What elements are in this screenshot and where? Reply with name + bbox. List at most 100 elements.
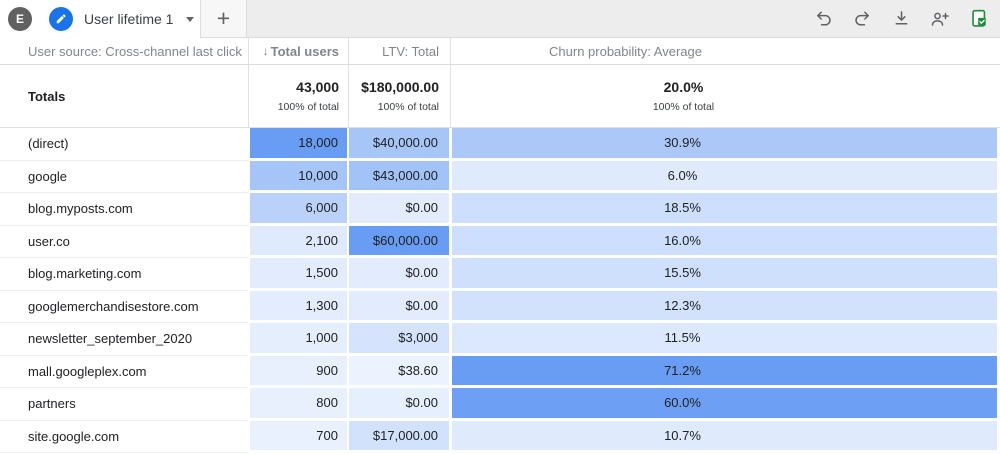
column-header-user-source[interactable]: User source: Cross-channel last click	[28, 43, 242, 59]
users-cell-wrap: 900	[248, 355, 348, 389]
ltv-cell[interactable]: $0.00	[349, 193, 449, 223]
sort-descending-icon: ↓	[262, 44, 269, 58]
users-cell-wrap: 1,300	[248, 290, 348, 324]
users-cell-wrap: 2,100	[248, 225, 348, 259]
totals-churn-subtext: 100% of total	[652, 101, 715, 113]
churn-cell[interactable]: 12.3%	[452, 290, 997, 320]
column-header-ltv-total[interactable]: LTV: Total	[348, 38, 450, 64]
table-row: partners 800 $0.00 60.0%	[0, 388, 1000, 421]
totals-users-subtext: 100% of total	[277, 101, 339, 113]
add-user-icon	[931, 12, 949, 26]
churn-cell-wrap: 71.2%	[450, 355, 1000, 389]
ltv-cell[interactable]: $3,000	[349, 323, 449, 353]
source-cell[interactable]: blog.marketing.com	[0, 258, 248, 291]
export-sheets-icon	[971, 9, 986, 27]
churn-cell-wrap: 12.3%	[450, 290, 1000, 324]
source-cell[interactable]: site.google.com	[0, 421, 248, 453]
users-cell[interactable]: 700	[250, 420, 347, 450]
export-sheets-button[interactable]	[968, 8, 990, 30]
ltv-cell-wrap: $40,000.00	[348, 128, 450, 161]
users-cell[interactable]: 10,000	[250, 160, 347, 190]
totals-ltv-subtext: 100% of total	[377, 101, 439, 113]
users-cell-wrap: 700	[248, 420, 348, 454]
totals-ltv-value: $180,000.00	[361, 79, 439, 95]
ltv-cell[interactable]: $17,000.00	[349, 420, 449, 450]
chevron-down-icon[interactable]	[186, 16, 195, 22]
users-cell-wrap: 800	[248, 388, 348, 421]
users-cell[interactable]: 2,100	[250, 225, 347, 255]
download-icon	[895, 11, 907, 25]
users-cell[interactable]: 6,000	[250, 193, 347, 223]
churn-cell[interactable]: 18.5%	[452, 193, 997, 223]
table-row: blog.myposts.com 6,000 $0.00 18.5%	[0, 193, 1000, 226]
churn-cell-wrap: 11.5%	[450, 323, 1000, 356]
source-cell[interactable]: blog.myposts.com	[0, 193, 248, 226]
table-row: user.co 2,100 $60,000.00 16.0%	[0, 225, 1000, 259]
share-users-button[interactable]	[929, 8, 951, 30]
churn-cell[interactable]: 30.9%	[452, 128, 997, 158]
users-cell[interactable]: 1,300	[250, 290, 347, 320]
table-row: google 10,000 $43,000.00 6.0%	[0, 160, 1000, 194]
ltv-cell[interactable]: $40,000.00	[349, 128, 449, 158]
churn-cell[interactable]: 60.0%	[452, 388, 997, 418]
totals-label: Totals	[28, 88, 66, 104]
redo-icon	[854, 11, 869, 26]
users-cell-wrap: 1,000	[248, 323, 348, 356]
redo-button[interactable]	[851, 8, 873, 30]
ltv-cell[interactable]: $0.00	[349, 258, 449, 288]
users-cell[interactable]: 18,000	[250, 128, 347, 158]
totals-ltv-cell: $180,000.00 100% of total	[348, 65, 450, 127]
ltv-cell[interactable]: $0.00	[349, 388, 449, 418]
source-cell[interactable]: partners	[0, 388, 248, 421]
users-cell[interactable]: 800	[250, 388, 347, 418]
pencil-icon	[56, 14, 66, 24]
churn-cell[interactable]: 16.0%	[452, 225, 997, 255]
edit-icon	[49, 7, 73, 31]
ltv-cell[interactable]: $0.00	[349, 290, 449, 320]
table-row: mall.googleplex.com 900 $38.60 71.2%	[0, 355, 1000, 389]
totals-users-cell: 43,000 100% of total	[248, 65, 348, 127]
column-header-total-users[interactable]: ↓ Total users	[248, 38, 348, 64]
users-cell-wrap: 18,000	[248, 128, 348, 161]
source-cell[interactable]: mall.googleplex.com	[0, 356, 248, 388]
churn-cell[interactable]: 6.0%	[452, 160, 997, 190]
churn-cell-wrap: 16.0%	[450, 225, 1000, 259]
churn-cell[interactable]: 15.5%	[452, 258, 997, 288]
users-cell-wrap: 6,000	[248, 193, 348, 226]
users-cell[interactable]: 1,000	[250, 323, 347, 353]
ltv-cell[interactable]: $60,000.00	[349, 225, 449, 255]
source-cell[interactable]: googlemerchandisestore.com	[0, 291, 248, 323]
ltv-cell-wrap: $60,000.00	[348, 225, 450, 259]
undo-button[interactable]	[812, 8, 834, 30]
users-cell[interactable]: 900	[250, 355, 347, 385]
churn-cell[interactable]: 71.2%	[452, 355, 997, 385]
ltv-cell[interactable]: $38.60	[349, 355, 449, 385]
ltv-cell-wrap: $38.60	[348, 355, 450, 389]
column-header-total-users-label: Total users	[270, 43, 339, 59]
top-bar: E User lifetime 1 +	[0, 0, 1000, 38]
column-header-churn-probability[interactable]: Churn probability: Average	[450, 38, 1000, 64]
ltv-cell-wrap: $43,000.00	[348, 160, 450, 194]
download-button[interactable]	[890, 8, 912, 30]
source-cell[interactable]: newsletter_september_2020	[0, 323, 248, 356]
users-cell[interactable]: 1,500	[250, 258, 347, 288]
new-tab-button[interactable]: +	[201, 0, 247, 38]
users-cell-wrap: 10,000	[248, 160, 348, 194]
table-body: (direct) 18,000 $40,000.00 30.9% google 10,00…	[0, 128, 1000, 453]
toolbar	[247, 0, 1000, 38]
ltv-cell-wrap: $0.00	[348, 388, 450, 421]
ltv-cell[interactable]: $43,000.00	[349, 160, 449, 190]
source-cell[interactable]: google	[0, 161, 248, 193]
source-cell[interactable]: user.co	[0, 226, 248, 258]
table-row: googlemerchandisestore.com 1,300 $0.00 12.3…	[0, 290, 1000, 324]
table-header-row: User source: Cross-channel last click ↓ …	[0, 38, 1000, 65]
avatar[interactable]: E	[8, 7, 32, 31]
churn-cell-wrap: 6.0%	[450, 160, 1000, 194]
table-row: (direct) 18,000 $40,000.00 30.9%	[0, 128, 1000, 161]
churn-cell[interactable]: 10.7%	[452, 420, 997, 450]
active-tab[interactable]: E User lifetime 1	[0, 0, 201, 38]
source-cell[interactable]: (direct)	[0, 128, 248, 161]
churn-cell-wrap: 60.0%	[450, 388, 1000, 421]
churn-cell[interactable]: 11.5%	[452, 323, 997, 353]
ltv-cell-wrap: $17,000.00	[348, 420, 450, 454]
